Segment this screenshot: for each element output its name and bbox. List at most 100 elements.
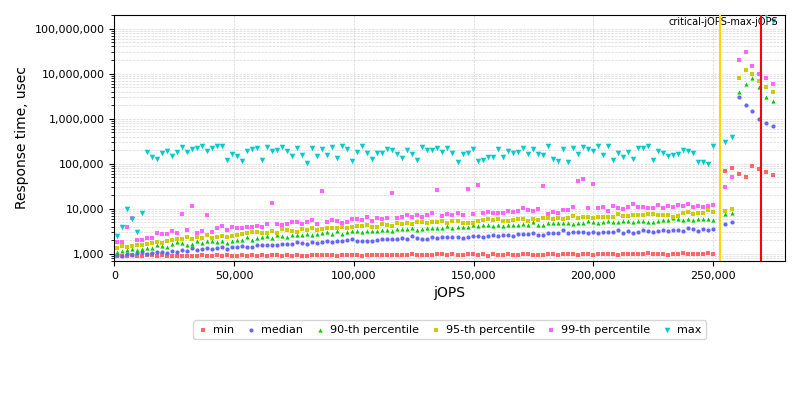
95-th percentile (421, 220, 434, 226)
max (746, 4, 759, 10)
95-th percentile (753, 77, 766, 84)
99-th percentile (301, 219, 314, 225)
90-th percentile (381, 227, 394, 233)
median (120, 250, 133, 257)
90-th percentile (290, 232, 303, 238)
min (155, 252, 168, 259)
99-th percentile (571, 178, 584, 184)
99-th percentile (502, 208, 514, 214)
90-th percentile (336, 231, 349, 238)
99-th percentile (351, 215, 364, 222)
95-th percentile (562, 214, 574, 221)
median (226, 244, 238, 250)
min (246, 252, 258, 258)
95-th percentile (110, 244, 123, 251)
95-th percentile (582, 214, 594, 221)
90-th percentile (486, 222, 499, 229)
99-th percentile (281, 221, 294, 228)
95-th percentile (201, 232, 214, 238)
min (486, 251, 499, 258)
min (646, 251, 659, 257)
min (396, 252, 409, 258)
95-th percentile (617, 212, 630, 219)
90-th percentile (321, 229, 334, 235)
max (341, 145, 354, 152)
99-th percentile (637, 204, 650, 210)
90-th percentile (140, 245, 153, 251)
90-th percentile (276, 233, 289, 239)
min (356, 252, 369, 259)
95-th percentile (290, 229, 303, 235)
max (626, 156, 639, 163)
median (686, 226, 699, 232)
min (642, 250, 654, 256)
99-th percentile (310, 221, 323, 227)
99-th percentile (371, 215, 384, 221)
median (356, 238, 369, 244)
99-th percentile (556, 207, 569, 214)
90-th percentile (646, 219, 659, 225)
99-th percentile (115, 239, 128, 246)
90-th percentile (406, 225, 418, 232)
min (617, 251, 630, 258)
min (256, 252, 269, 259)
99-th percentile (361, 214, 374, 221)
max (697, 158, 710, 165)
95-th percentile (637, 212, 650, 218)
99-th percentile (597, 204, 610, 210)
99-th percentile (733, 57, 746, 63)
90-th percentile (155, 242, 168, 249)
max (542, 143, 554, 150)
max (416, 144, 429, 150)
median (466, 232, 479, 239)
max (130, 229, 143, 236)
min (516, 251, 529, 258)
95-th percentile (506, 216, 519, 223)
median (582, 230, 594, 236)
median (175, 247, 188, 253)
median (150, 249, 163, 255)
median (491, 233, 504, 239)
99-th percentile (146, 235, 158, 241)
median (666, 227, 679, 233)
min (401, 252, 414, 258)
max (381, 146, 394, 152)
median (486, 232, 499, 238)
90-th percentile (626, 218, 639, 225)
max (611, 150, 624, 156)
99-th percentile (276, 222, 289, 228)
90-th percentile (346, 228, 358, 235)
95-th percentile (542, 215, 554, 221)
99-th percentile (306, 217, 318, 224)
min (235, 252, 248, 258)
median (562, 230, 574, 236)
95-th percentile (266, 228, 278, 235)
99-th percentile (376, 216, 389, 223)
90-th percentile (718, 211, 731, 218)
90-th percentile (426, 224, 439, 231)
median (451, 234, 464, 241)
min (666, 251, 679, 257)
median (256, 242, 269, 248)
min (511, 251, 524, 258)
min (310, 252, 323, 258)
min (421, 252, 434, 258)
median (591, 230, 604, 236)
median (406, 233, 418, 240)
min (451, 251, 464, 258)
95-th percentile (261, 230, 274, 236)
max (406, 151, 418, 157)
median (502, 232, 514, 238)
90-th percentile (456, 224, 469, 230)
median (571, 229, 584, 235)
95-th percentile (471, 218, 484, 224)
99-th percentile (346, 216, 358, 222)
95-th percentile (321, 225, 334, 232)
99-th percentile (401, 212, 414, 218)
median (672, 227, 685, 233)
99-th percentile (602, 208, 614, 214)
min (461, 251, 474, 258)
min (766, 172, 779, 179)
99-th percentile (230, 225, 243, 232)
min (266, 251, 278, 258)
